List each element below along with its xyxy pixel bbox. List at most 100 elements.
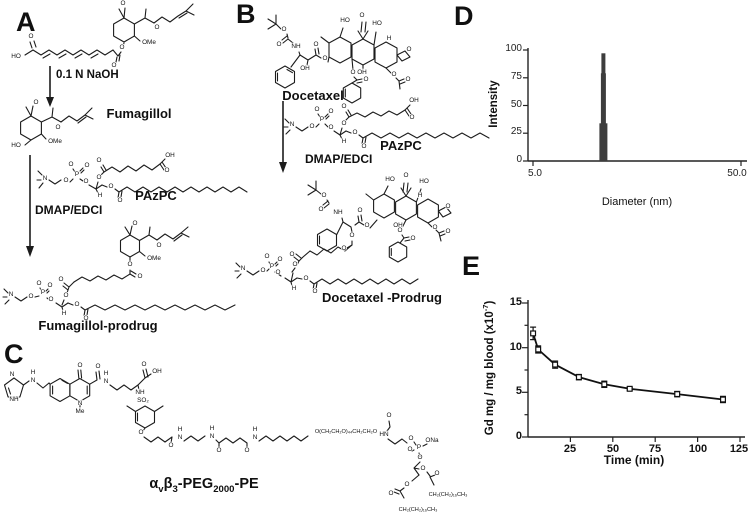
svg-text:N: N <box>31 377 36 384</box>
dmap-edci-a-label: DMAP/EDCI <box>35 203 103 217</box>
svg-text:O: O <box>278 256 283 263</box>
arrow-naoh-head <box>46 97 54 107</box>
svg-text:O: O <box>404 172 409 179</box>
svg-text:H: H <box>253 426 258 433</box>
svg-text:O: O <box>37 280 42 287</box>
d-xlabel: Diameter (nm) <box>601 196 673 208</box>
svg-text:P: P <box>417 444 421 451</box>
d-ylabel: Intensity <box>487 80 500 128</box>
svg-text:SO₂: SO₂ <box>137 397 149 404</box>
e-xtick-75: 75 <box>648 443 662 455</box>
e-x-ticks <box>569 437 741 442</box>
avb3-peg-pe-label: αvβ3-PEG2000-PE <box>144 476 264 495</box>
svg-text:O: O <box>405 481 410 488</box>
svg-text:O: O <box>69 161 74 168</box>
svg-text:N: N <box>241 265 246 272</box>
svg-text:O: O <box>48 282 53 289</box>
svg-text:O: O <box>59 276 64 283</box>
svg-text:H: H <box>387 35 392 42</box>
e-y-ticks <box>522 302 528 438</box>
e-ylabel: Gd mg / mg blood (x10-7) <box>481 293 496 443</box>
svg-text:O: O <box>319 206 324 213</box>
svg-text:O: O <box>78 362 83 369</box>
svg-text:HN: HN <box>379 431 389 438</box>
svg-text:O: O <box>49 296 54 303</box>
svg-text:O: O <box>138 273 143 280</box>
svg-text:O: O <box>64 292 69 299</box>
e-ylabel-exp: -7 <box>481 304 491 312</box>
d-size-distribution-bars <box>599 53 608 161</box>
svg-text:O: O <box>29 33 34 40</box>
svg-text:H: H <box>104 370 109 377</box>
structure-peg-pe-conjugate <box>3 368 436 499</box>
svg-text:O: O <box>353 129 358 136</box>
svg-text:NH: NH <box>291 43 301 50</box>
svg-text:H: H <box>31 369 36 376</box>
svg-text:O: O <box>84 315 89 322</box>
svg-text:O: O <box>342 103 347 110</box>
svg-text:N: N <box>43 175 48 182</box>
e-xtick-100: 100 <box>688 443 708 455</box>
svg-text:O: O <box>277 41 282 48</box>
svg-text:O: O <box>329 108 334 115</box>
svg-text:O: O <box>85 162 90 169</box>
fumagillol-prodrug-label: Fumagillol-prodrug <box>38 318 158 333</box>
svg-text:O: O <box>133 220 138 227</box>
svg-text:N: N <box>10 371 15 378</box>
svg-text:O: O <box>121 0 126 7</box>
avb3-peg: -PEG <box>177 476 214 492</box>
svg-text:OH: OH <box>165 152 175 159</box>
structure-fumagillol <box>20 105 94 146</box>
svg-text:OH: OH <box>357 69 367 76</box>
svg-text:O: O <box>155 24 160 31</box>
svg-text:O: O <box>446 203 451 210</box>
svg-text:O: O <box>142 361 147 368</box>
svg-text:OH: OH <box>152 368 162 375</box>
docetaxel-label: Docetaxel <box>282 88 344 103</box>
svg-text:N: N <box>178 434 183 441</box>
docetaxel-prodrug-label: Docetaxel -Prodrug <box>322 290 442 305</box>
svg-text:O: O <box>293 261 298 268</box>
svg-text:O: O <box>139 429 144 436</box>
svg-text:O: O <box>118 197 123 204</box>
svg-text:O: O <box>435 470 440 477</box>
svg-text:O: O <box>282 26 287 33</box>
svg-text:O: O <box>322 192 327 199</box>
svg-text:O: O <box>360 12 365 19</box>
e-ylabel-main: Gd mg / mg blood (x10 <box>483 311 496 436</box>
svg-text:O: O <box>446 228 451 235</box>
panel-e-plot <box>522 300 745 442</box>
svg-text:O: O <box>261 267 266 274</box>
svg-text:O: O <box>29 293 34 300</box>
svg-text:O: O <box>408 446 413 453</box>
d-xtick-5: 5.0 <box>528 168 542 179</box>
svg-text:O: O <box>433 224 438 231</box>
svg-text:O: O <box>276 269 281 276</box>
svg-text:O: O <box>313 288 318 295</box>
panel-b-letter: B <box>236 0 256 29</box>
svg-text:O: O <box>342 120 347 127</box>
svg-text:O: O <box>75 301 80 308</box>
svg-text:O: O <box>418 454 423 461</box>
svg-text:N: N <box>290 121 295 128</box>
svg-text:Me: Me <box>76 408 85 415</box>
panel-d-letter: D <box>454 1 474 31</box>
svg-text:O: O <box>329 124 334 131</box>
svg-text:H: H <box>342 138 347 145</box>
svg-text:O: O <box>120 44 125 51</box>
reagent-naoh-label: 0.1 N NaOH <box>56 69 119 81</box>
pazpc-b-label: PAzPC <box>380 138 422 153</box>
svg-text:O: O <box>165 167 170 174</box>
svg-text:H: H <box>418 192 423 199</box>
panel-e-letter: E <box>462 251 481 281</box>
svg-text:HO: HO <box>340 17 350 24</box>
d-ytick-0: 0 <box>516 154 522 165</box>
svg-text:O: O <box>56 124 61 131</box>
structure-pazpc-a <box>36 158 248 199</box>
svg-text:P: P <box>320 116 324 123</box>
d-ytick-25: 25 <box>510 126 522 137</box>
svg-text:O: O <box>392 71 397 78</box>
